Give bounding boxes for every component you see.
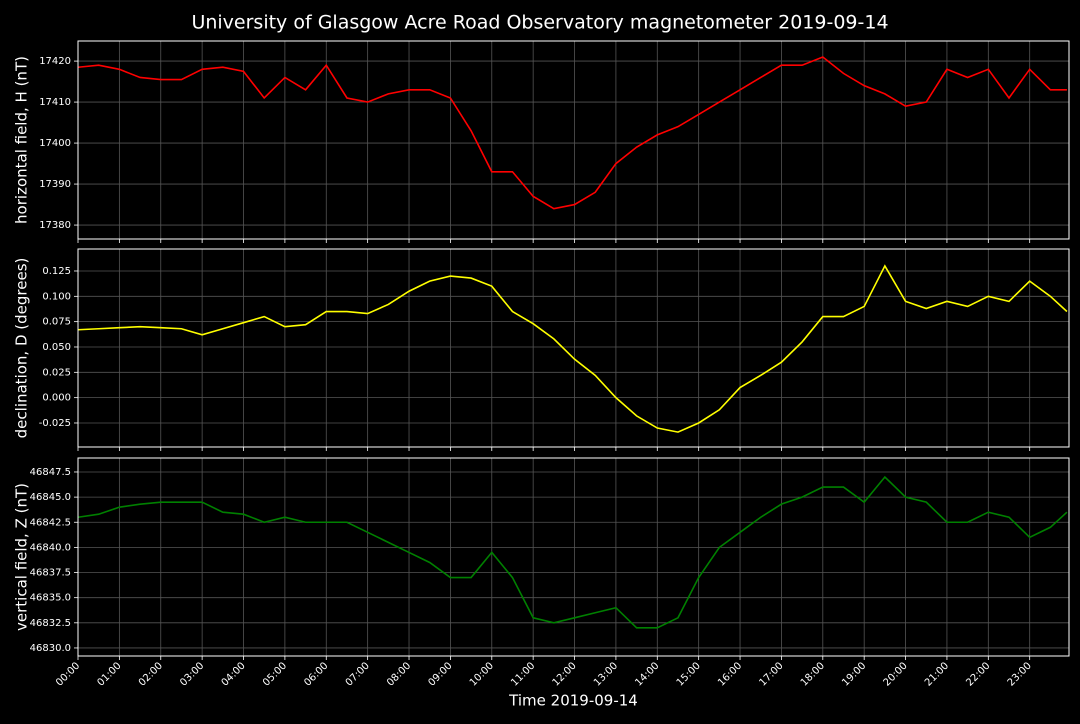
y-axis-label: horizontal field, H (nT) <box>13 56 31 224</box>
data-line <box>77 264 1068 433</box>
y-tick-label: 0.000 <box>42 393 71 404</box>
y-tick-label: 17380 <box>39 220 71 231</box>
y-axis-label: vertical field, Z (nT) <box>13 483 31 631</box>
chart-title: University of Glasgow Acre Road Observat… <box>191 12 888 34</box>
y-tick-label: 0.050 <box>42 342 71 353</box>
x-axis-label: Time 2019-09-14 <box>508 692 638 710</box>
y-tick-label: 46840.0 <box>30 542 71 553</box>
y-tick-label: 46837.5 <box>30 568 71 579</box>
y-axis-label: declination, D (degrees) <box>13 258 31 439</box>
y-tick-label: 17420 <box>39 56 71 67</box>
y-tick-label: 17410 <box>39 97 71 108</box>
y-tick-label: 17390 <box>39 179 71 190</box>
y-tick-label: -0.025 <box>39 418 71 429</box>
y-tick-label: 46835.0 <box>30 593 71 604</box>
data-line <box>77 475 1068 629</box>
y-tick-label: 46832.5 <box>30 618 71 629</box>
y-tick-label: 0.025 <box>42 367 71 378</box>
y-tick-label: 46847.5 <box>30 467 71 478</box>
data-line <box>77 56 1067 210</box>
y-tick-label: 0.125 <box>42 266 71 277</box>
y-tick-label: 0.100 <box>42 291 71 302</box>
y-tick-label: 0.075 <box>42 317 71 328</box>
plot-frame <box>77 457 1070 657</box>
plot-frame <box>77 248 1070 448</box>
y-tick-label: 46830.0 <box>30 643 71 654</box>
y-tick-label: 46845.0 <box>30 492 71 503</box>
plot-frame <box>77 40 1070 240</box>
y-tick-label: 17400 <box>39 138 71 149</box>
y-tick-label: 46842.5 <box>30 517 71 528</box>
